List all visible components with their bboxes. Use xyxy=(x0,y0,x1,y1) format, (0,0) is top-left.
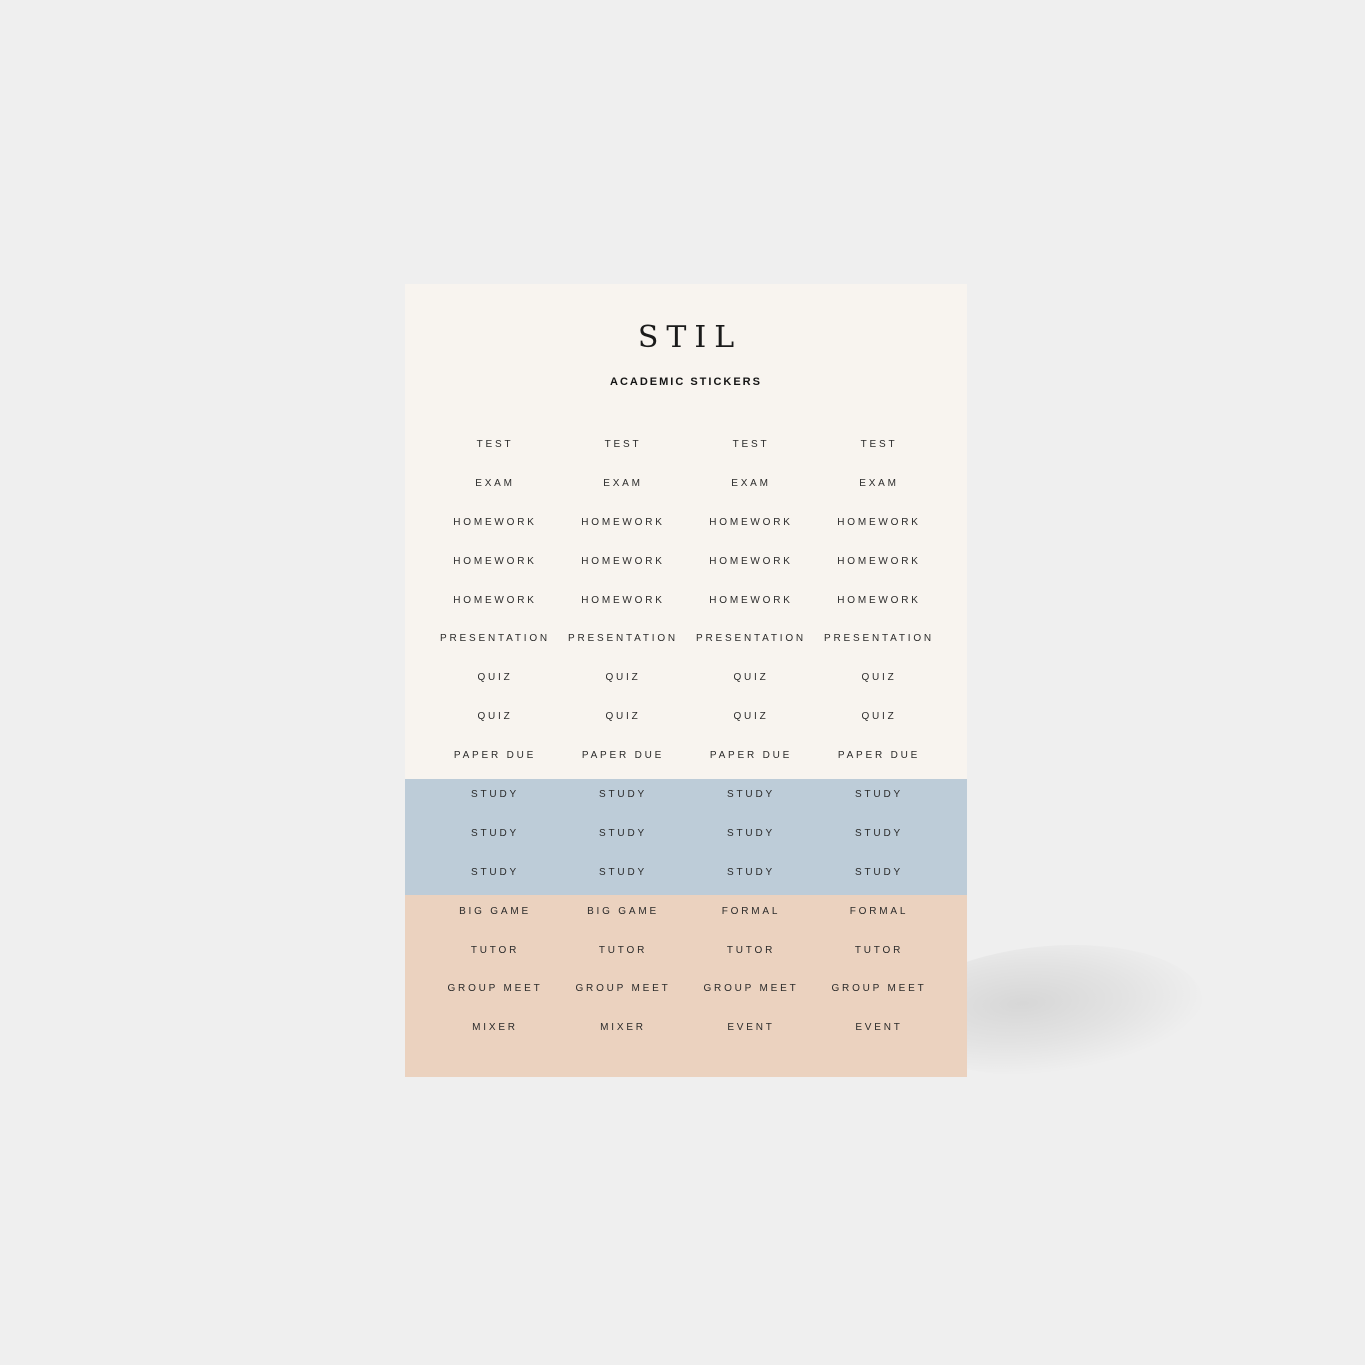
sticker-label: TUTOR xyxy=(854,944,904,956)
sticker-label: HOMEWORK xyxy=(581,555,665,567)
sticker-label: PRESENTATION xyxy=(440,633,550,645)
sticker-label: STUDY xyxy=(599,827,647,839)
sticker-label: STUDY xyxy=(855,827,903,839)
sticker-row: GROUP MEET GROUP MEET GROUP MEET GROUP MEET xyxy=(431,970,943,1009)
sticker-label: BIG GAME xyxy=(459,905,531,917)
sticker-row: STUDY STUDY STUDY STUDY xyxy=(431,776,943,815)
study-band xyxy=(405,779,967,895)
sticker-label: HOMEWORK xyxy=(709,516,793,528)
sticker-label: PRESENTATION xyxy=(696,633,806,645)
sticker-label: HOMEWORK xyxy=(837,555,921,567)
events-band xyxy=(405,895,967,1077)
sticker-label: PAPER DUE xyxy=(837,750,921,762)
sticker-label: QUIZ xyxy=(477,711,513,723)
sticker-label: PAPER DUE xyxy=(453,750,537,762)
sticker-label: HOMEWORK xyxy=(453,594,537,606)
sticker-row: MIXER MIXER EVENT EVENT xyxy=(431,1009,943,1048)
sticker-label: MIXER xyxy=(600,1022,646,1034)
sticker-label: EVENT xyxy=(727,1022,775,1034)
sticker-label: HOMEWORK xyxy=(709,555,793,567)
sticker-label: HOMEWORK xyxy=(837,594,921,606)
sheet-title: ACADEMIC STICKERS xyxy=(610,376,762,388)
sticker-label: STUDY xyxy=(599,866,647,878)
sticker-label: EXAM xyxy=(475,477,515,489)
sticker-label: EVENT xyxy=(855,1022,903,1034)
sticker-label: HOMEWORK xyxy=(709,594,793,606)
sticker-label: PRESENTATION xyxy=(568,633,678,645)
sticker-label: QUIZ xyxy=(477,672,513,684)
sticker-label: HOMEWORK xyxy=(581,594,665,606)
sticker-label: PAPER DUE xyxy=(581,750,665,762)
sticker-row: TUTOR TUTOR TUTOR TUTOR xyxy=(431,932,943,971)
sticker-label: QUIZ xyxy=(861,672,897,684)
sticker-label: TUTOR xyxy=(726,944,776,956)
sticker-label: STUDY xyxy=(471,789,519,801)
sticker-label: QUIZ xyxy=(605,711,641,723)
sticker-grid: TEST TEST TEST TEST EXAM EXAM EXAM EXAM HOMEWORK… xyxy=(431,426,943,1048)
sticker-label: STUDY xyxy=(727,827,775,839)
sticker-label: FORMAL xyxy=(849,905,909,917)
sticker-label: TUTOR xyxy=(470,944,520,956)
sticker-label: EXAM xyxy=(859,477,899,489)
sticker-label: MIXER xyxy=(472,1022,518,1034)
sticker-row: STUDY STUDY STUDY STUDY xyxy=(431,815,943,854)
sticker-label: STUDY xyxy=(727,866,775,878)
sticker-label: EXAM xyxy=(603,477,643,489)
sticker-label: TUTOR xyxy=(598,944,648,956)
sticker-label: GROUP MEET xyxy=(447,983,543,995)
sticker-label: HOMEWORK xyxy=(453,555,537,567)
sticker-row: TEST TEST TEST TEST xyxy=(431,426,943,465)
sticker-label: STUDY xyxy=(471,827,519,839)
sticker-label: FORMAL xyxy=(721,905,781,917)
sticker-label: STUDY xyxy=(471,866,519,878)
sticker-label: TEST xyxy=(732,439,770,450)
sticker-row: HOMEWORK HOMEWORK HOMEWORK HOMEWORK xyxy=(431,582,943,621)
sticker-row: PRESENTATION PRESENTATION PRESENTATION PRES… xyxy=(431,620,943,659)
sticker-label: QUIZ xyxy=(605,672,641,684)
sticker-label: HOMEWORK xyxy=(837,516,921,528)
sticker-label: STUDY xyxy=(855,789,903,801)
sticker-label: STUDY xyxy=(855,866,903,878)
sticker-row: HOMEWORK HOMEWORK HOMEWORK HOMEWORK xyxy=(431,543,943,582)
sticker-label: BIG GAME xyxy=(587,905,659,917)
sticker-label: PRESENTATION xyxy=(824,633,934,645)
sticker-sheet: STIL ACADEMIC STICKERS TEST TEST TEST TEST E… xyxy=(405,284,967,1077)
sticker-row: QUIZ QUIZ QUIZ QUIZ xyxy=(431,698,943,737)
sticker-label: GROUP MEET xyxy=(831,983,927,995)
sticker-label: STUDY xyxy=(727,789,775,801)
sticker-row: QUIZ QUIZ QUIZ QUIZ xyxy=(431,659,943,698)
sticker-label: GROUP MEET xyxy=(575,983,671,995)
sticker-label: EXAM xyxy=(731,477,771,489)
sticker-row: BIG GAME BIG GAME FORMAL FORMAL xyxy=(431,893,943,932)
sticker-label: HOMEWORK xyxy=(453,516,537,528)
sticker-row: EXAM EXAM EXAM EXAM xyxy=(431,465,943,504)
sticker-row: STUDY STUDY STUDY STUDY xyxy=(431,854,943,893)
sticker-label: QUIZ xyxy=(733,711,769,723)
sticker-label: HOMEWORK xyxy=(581,516,665,528)
sticker-label: PAPER DUE xyxy=(709,750,793,762)
brand-logo: STIL xyxy=(637,320,743,355)
sticker-label: QUIZ xyxy=(733,672,769,684)
sticker-label: TEST xyxy=(860,439,898,450)
sticker-label: TEST xyxy=(604,439,642,450)
sticker-label: TEST xyxy=(476,439,514,450)
sticker-label: GROUP MEET xyxy=(703,983,799,995)
sticker-row: PAPER DUE PAPER DUE PAPER DUE PAPER DUE xyxy=(431,737,943,776)
sticker-row: HOMEWORK HOMEWORK HOMEWORK HOMEWORK xyxy=(431,504,943,543)
sticker-label: STUDY xyxy=(599,789,647,801)
sticker-label: QUIZ xyxy=(861,711,897,723)
